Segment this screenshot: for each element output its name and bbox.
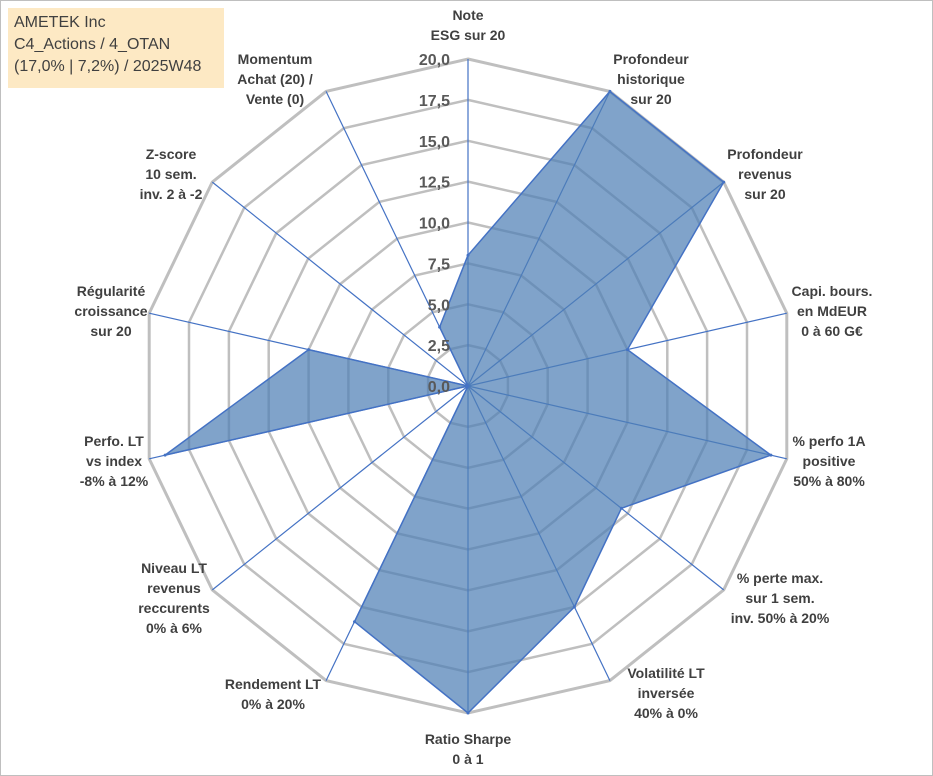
data-point (307, 348, 311, 352)
axis-label-line: croissance (74, 303, 147, 319)
data-point (769, 453, 773, 457)
tick-label: 12,5 (419, 175, 450, 192)
axis-label-line: vs index (86, 453, 142, 469)
axis-label-line: 0 à 60 G€ (801, 323, 863, 339)
axis-label: % perfo 1A positive 50% à 80% (792, 433, 865, 489)
axis-label: Profondeur revenus sur 20 (727, 146, 803, 202)
axis-label-line: Z-score (146, 146, 197, 162)
axis-label-line: % perfo 1A (792, 433, 865, 449)
axis-label-line: revenus (738, 166, 792, 182)
axis-label: Note ESG sur 20 (431, 7, 506, 43)
axis-label-line: Achat (20) / (237, 71, 313, 87)
axis-label-line: Momentum (238, 51, 313, 67)
tick-label: 15,0 (419, 134, 450, 151)
axis-label-line: % perte max. (737, 570, 823, 586)
axis-label-line: Capi. bours. (792, 283, 873, 299)
axis-label-line: Note (452, 7, 483, 23)
axis-label-line: Vente (0) (246, 91, 304, 107)
axis-label-line: 10 sem. (145, 166, 196, 182)
data-point (722, 180, 726, 184)
axis-label-line: sur 1 sem. (745, 590, 814, 606)
data-point (572, 605, 576, 609)
tick-label: 5,0 (428, 297, 450, 314)
axis-label-line: Perfo. LT (84, 433, 144, 449)
data-point (353, 620, 356, 624)
axis-label: % perte max. sur 1 sem. inv. 50% à 20% (731, 570, 830, 626)
axis-label: Momentum Achat (20) / Vente (0) (237, 51, 313, 107)
axis-label-line: Profondeur (613, 51, 689, 67)
axis-label-line: Rendement LT (225, 676, 322, 692)
axis-label-line: revenus (147, 580, 201, 596)
axis-label-line: reccurents (138, 600, 210, 616)
axis-label-line: Régularité (77, 283, 146, 299)
axis-label: Rendement LT 0% à 20% (225, 676, 322, 712)
axis-label-line: inversée (638, 685, 695, 701)
radar-series (163, 89, 773, 715)
axis-label-line: Profondeur (727, 146, 803, 162)
data-point (163, 453, 167, 457)
axis-label-line: sur 20 (90, 323, 131, 339)
axis-label-line: sur 20 (744, 186, 785, 202)
tick-label: 10,0 (419, 216, 450, 233)
stats-label: (17,0% | 7,2%) / 2025W48 (14, 58, 202, 75)
radar-axis-labels: Note ESG sur 20 Profondeur historique sur 20… (74, 7, 872, 767)
axis-label-line: positive (803, 453, 856, 469)
axis-label-line: 0% à 20% (241, 696, 305, 712)
axis-label-line: sur 20 (630, 91, 671, 107)
axis-label-line: Niveau LT (141, 560, 207, 576)
axis-spoke (211, 181, 469, 387)
axis-label-line: historique (617, 71, 685, 87)
info-box: AMETEK Inc C4_Actions / 4_OTAN (17,0% | … (8, 8, 224, 88)
axis-label-line: 40% à 0% (634, 705, 698, 721)
axis-label-line: Volatilité LT (627, 665, 705, 681)
tick-label: 2,5 (428, 338, 450, 355)
data-point (438, 325, 442, 329)
axis-label-line: 0% à 6% (146, 620, 203, 636)
axis-label-line: ESG sur 20 (431, 27, 506, 43)
data-point (619, 506, 623, 510)
tick-label: 7,5 (428, 256, 450, 273)
axis-label-line: Ratio Sharpe (425, 731, 512, 747)
axis-label-line: 0 à 1 (452, 751, 483, 767)
data-point (625, 348, 629, 352)
radar-tick-labels: 0,0 2,5 5,0 7,5 10,0 12,5 15,0 17,5 20,0 (419, 52, 450, 396)
data-point (608, 89, 612, 93)
data-point (466, 711, 470, 715)
axis-label-line: 50% à 80% (793, 473, 865, 489)
axis-label: Volatilité LT inversée 40% à 0% (627, 665, 705, 721)
data-point (466, 253, 470, 257)
axis-label-line: -8% à 12% (80, 473, 149, 489)
tick-label: 20,0 (419, 52, 450, 69)
tick-label: 17,5 (419, 93, 450, 110)
axis-label: Profondeur historique sur 20 (613, 51, 689, 107)
axis-label: Capi. bours. en MdEUR 0 à 60 G€ (792, 283, 873, 339)
axis-label-line: en MdEUR (797, 303, 867, 319)
axis-label-line: inv. 50% à 20% (731, 610, 830, 626)
axis-label-line: inv. 2 à -2 (140, 186, 203, 202)
axis-label: Ratio Sharpe 0 à 1 (425, 731, 512, 767)
data-point (466, 384, 470, 388)
axis-label: Régularité croissance sur 20 (74, 283, 147, 339)
axis-label: Niveau LT revenus reccurents 0% à 6% (138, 560, 210, 636)
category-label: C4_Actions / 4_OTAN (14, 36, 171, 53)
company-name: AMETEK Inc (14, 14, 106, 31)
axis-label: Perfo. LT vs index -8% à 12% (80, 433, 149, 489)
axis-spoke (211, 385, 469, 591)
tick-label: 0,0 (428, 379, 450, 396)
axis-label: Z-score 10 sem. inv. 2 à -2 (140, 146, 203, 202)
